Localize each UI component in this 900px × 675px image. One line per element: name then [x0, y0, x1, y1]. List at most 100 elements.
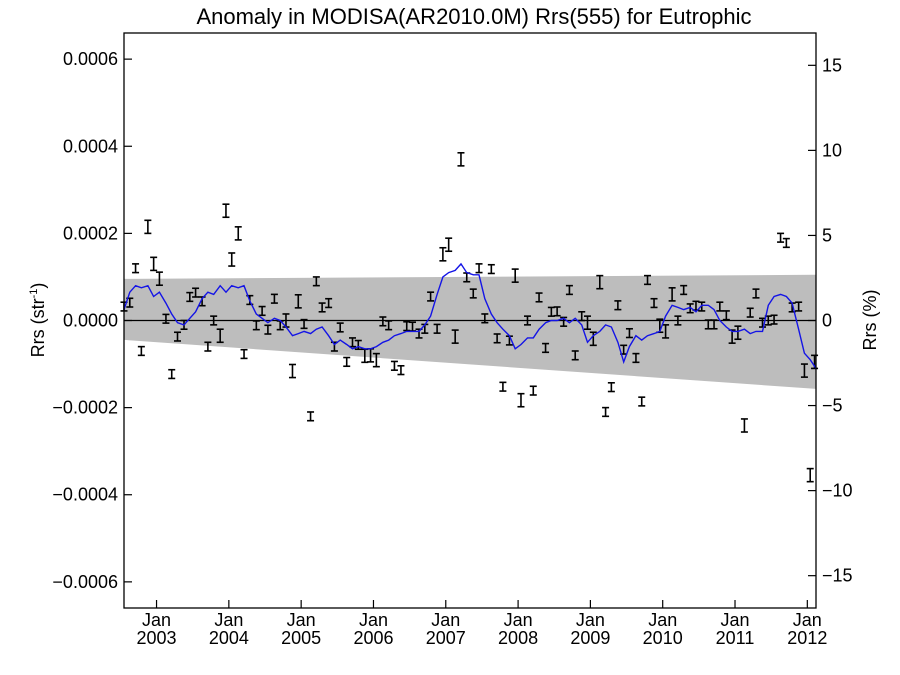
errorbar-point-20 [240, 348, 248, 360]
right-tick-label: 15 [822, 55, 842, 75]
errorbar-point-29 [294, 293, 302, 309]
errorbar-point-18 [228, 252, 236, 267]
errorbar-point-36 [336, 322, 344, 333]
errorbar-point-33 [318, 302, 326, 313]
errorbar-point-103 [740, 418, 748, 433]
errorbar-point-91 [668, 287, 676, 302]
plot-area [120, 32, 819, 609]
errorbar-point-81 [607, 381, 615, 393]
errorbar-point-16 [216, 328, 224, 344]
errorbar-point-56 [457, 151, 465, 167]
errorbar-point-51 [427, 291, 435, 302]
errorbar-point-54 [445, 237, 453, 253]
errorbar-point-70 [542, 342, 550, 354]
x-tick-year-label: 2003 [137, 628, 177, 648]
errorbar-point-45 [390, 360, 398, 371]
errorbar-point-63 [499, 381, 507, 392]
errorbar-point-44 [385, 320, 393, 331]
errorbar-point-55 [451, 329, 459, 344]
errorbar-point-113 [800, 363, 808, 378]
uncertainty-band [124, 274, 816, 389]
errorbar-point-65 [511, 268, 519, 283]
errorbar-point-60 [481, 313, 489, 324]
left-y-axis-title-main: Rrs (str [28, 298, 48, 357]
errorbar-point-7 [162, 313, 170, 324]
errorbar-point-96 [698, 301, 706, 312]
errorbar-point-82 [614, 300, 622, 311]
right-y-axis-title: Rrs (%) [860, 290, 880, 351]
x-tick-month-label: Jan [214, 610, 243, 630]
errorbar-point-67 [523, 315, 531, 326]
errorbar-point-42 [372, 352, 380, 368]
right-tick-label: −10 [822, 481, 853, 501]
right-tick-label: −15 [822, 566, 853, 586]
errorbar-point-100 [722, 310, 730, 321]
right-tick-label: 5 [822, 225, 832, 245]
errorbar-point-105 [752, 288, 760, 299]
errorbar-point-43 [379, 316, 387, 327]
errorbar-point-94 [686, 303, 694, 314]
x-axis: Jan2003Jan2004Jan2005Jan2006Jan2007Jan20… [137, 600, 827, 648]
errorbar-point-108 [770, 314, 778, 325]
errorbar-point-74 [565, 284, 573, 296]
errorbar-point-76 [578, 310, 586, 322]
errorbar-point-84 [625, 327, 633, 339]
errorbar-point-98 [710, 319, 718, 330]
left-y-axis-title: Rrs (str-1) [28, 283, 48, 358]
errorbar-point-68 [529, 385, 537, 396]
x-tick-year-label: 2011 [716, 628, 755, 648]
left-y-axis-title-exponent: -1 [28, 289, 40, 299]
errorbar-series [120, 151, 819, 483]
errorbar-point-12 [192, 287, 200, 298]
errorbar-point-59 [475, 263, 483, 274]
errorbar-point-110 [782, 237, 790, 249]
errorbar-point-31 [307, 411, 315, 422]
errorbar-point-58 [469, 288, 477, 299]
errorbar-point-52 [433, 323, 441, 334]
errorbar-point-46 [397, 365, 405, 376]
errorbar-point-32 [312, 276, 320, 287]
errorbar-point-75 [571, 350, 579, 361]
errorbar-point-104 [746, 307, 754, 318]
errorbar-point-109 [777, 232, 785, 243]
errorbar-point-17 [222, 203, 230, 219]
errorbar-point-28 [288, 363, 296, 379]
x-tick-year-label: 2005 [281, 628, 321, 648]
errorbar-point-23 [258, 305, 266, 317]
errorbar-point-9 [174, 331, 182, 342]
errorbar-point-5 [150, 256, 158, 272]
x-tick-month-label: Jan [504, 610, 533, 630]
left-y-axis: 0.0006 0.0004 0.0002 0.0000 −0.0002 −0.0004 −0… [52, 49, 132, 592]
chart-title: Anomaly in MODISA(AR2010.0M) Rrs(555) fo… [196, 4, 751, 29]
errorbar-point-2 [132, 263, 140, 274]
x-tick-month-label: Jan [431, 610, 460, 630]
left-y-axis-title-close: ) [28, 283, 48, 289]
left-tick-label: −0.0006 [52, 572, 118, 592]
errorbar-point-80 [602, 406, 610, 418]
errorbar-point-61 [487, 263, 495, 275]
errorbar-point-39 [354, 339, 362, 351]
errorbar-point-66 [517, 392, 525, 408]
errorbar-point-24 [264, 324, 272, 335]
right-tick-label: −5 [822, 396, 843, 416]
errorbar-point-72 [553, 306, 561, 317]
errorbar-point-11 [186, 291, 194, 303]
x-tick-year-label: 2004 [209, 628, 249, 648]
errorbar-point-25 [270, 293, 278, 304]
errorbar-point-112 [795, 301, 803, 312]
x-tick-year-label: 2007 [426, 628, 466, 648]
x-tick-year-label: 2010 [643, 628, 683, 648]
errorbar-point-90 [662, 324, 670, 339]
anomaly-line-series [123, 262, 817, 369]
x-tick-month-label: Jan [142, 610, 171, 630]
errorbar-point-87 [644, 274, 652, 286]
left-tick-label: −0.0002 [52, 398, 118, 418]
left-tick-label: 0.0006 [63, 49, 118, 69]
errorbar-point-114 [806, 467, 814, 483]
errorbar-point-102 [734, 325, 742, 341]
errorbar-point-14 [204, 341, 212, 352]
x-tick-month-label: Jan [648, 610, 677, 630]
x-tick-year-label: 2012 [787, 628, 827, 648]
errorbar-point-62 [493, 333, 501, 344]
